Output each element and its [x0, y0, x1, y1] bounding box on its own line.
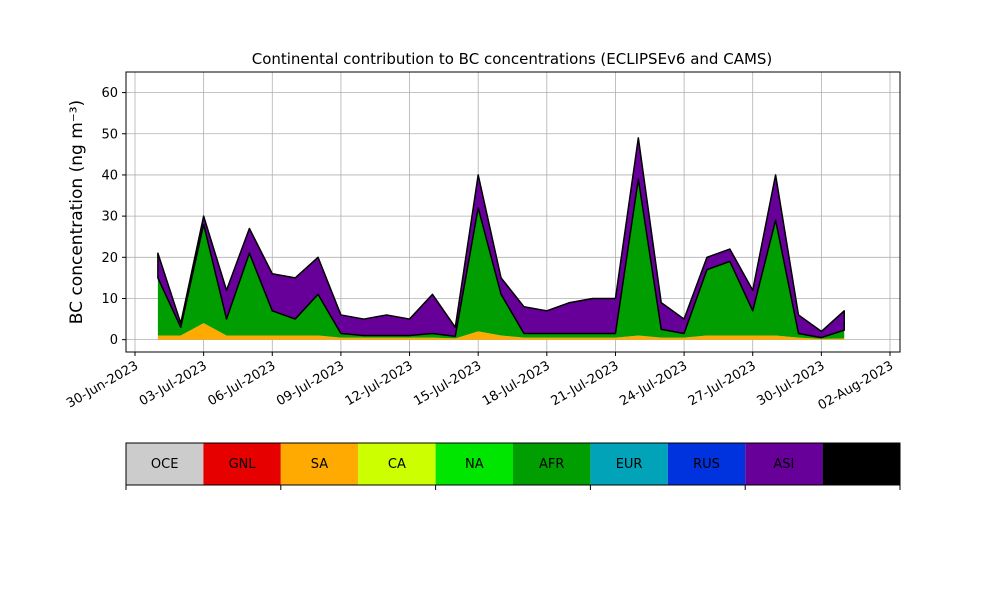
colorbar-label: NA: [465, 457, 484, 472]
area: [157, 137, 845, 339]
area: [157, 179, 845, 339]
x-tick-label: 03-Jul-2023: [137, 358, 210, 409]
x-tick-label: 12-Jul-2023: [343, 358, 416, 409]
y-axis-label: BC concentration (ng m⁻³): [67, 100, 87, 324]
colorbar-swatch: [126, 443, 204, 485]
y-tick-label: 30: [101, 210, 118, 225]
colorbar-swatch: [358, 443, 436, 485]
colorbar-label: EUR: [616, 457, 643, 472]
colorbar-label: GNL: [229, 457, 257, 472]
colorbar-swatch: [822, 443, 900, 485]
y-tick-label: 50: [101, 127, 118, 142]
colorbar-swatch: [435, 443, 513, 485]
y-tick-label: 60: [101, 86, 118, 101]
colorbar-label: RUS: [693, 457, 720, 472]
y-tick-label: 40: [101, 168, 118, 183]
colorbar-label: ASI: [773, 457, 794, 472]
x-tick-label: 09-Jul-2023: [274, 358, 347, 409]
colorbar-label: AFR: [539, 457, 564, 472]
x-tick-label: 18-Jul-2023: [480, 358, 553, 409]
colorbar-swatch: [280, 443, 359, 485]
colorbar-label: SA: [311, 457, 328, 472]
x-tick-label: 27-Jul-2023: [686, 358, 759, 409]
y-tick-label: 10: [101, 292, 118, 307]
x-tick-label: 24-Jul-2023: [617, 358, 690, 409]
x-tick-label: 02-Aug-2023: [816, 358, 896, 413]
plot-frame: [125, 71, 901, 353]
colorbar-label: OCE: [151, 457, 179, 472]
colorbar-label: AUS: [848, 457, 875, 472]
colorbar-frame: [125, 442, 901, 486]
x-tick-label: 30-Jun-2023: [64, 358, 141, 411]
x-tick-label: 21-Jul-2023: [549, 358, 622, 409]
y-tick-label: 0: [110, 333, 118, 348]
colorbar-swatch: [667, 443, 746, 485]
x-tick-label: 15-Jul-2023: [411, 358, 484, 409]
colorbar-swatch: [203, 443, 281, 485]
colorbar-swatch: [513, 443, 591, 485]
y-tick-label: 20: [101, 251, 118, 266]
colorbar-swatch: [745, 443, 823, 485]
x-tick-label: 06-Jul-2023: [205, 358, 278, 409]
colorbar-swatch: [590, 443, 668, 485]
colorbar-label: CA: [388, 457, 406, 472]
area: [157, 323, 845, 340]
chart-title: Continental contribution to BC concentra…: [252, 50, 773, 68]
